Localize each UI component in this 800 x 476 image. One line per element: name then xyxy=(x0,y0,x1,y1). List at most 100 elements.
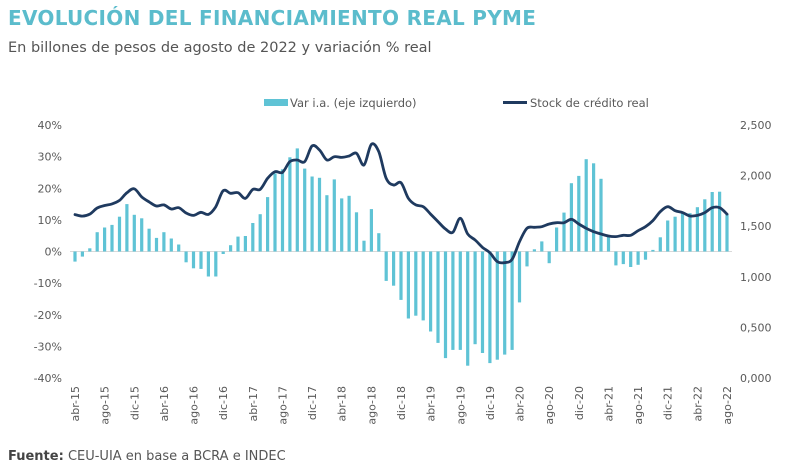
bar xyxy=(577,175,581,252)
source-note: Fuente: CEU-UIA en base a BCRA e INDEC xyxy=(8,449,286,464)
bar xyxy=(303,168,307,252)
x-tick-label: ago-17 xyxy=(276,386,289,425)
x-tick-label: ago-19 xyxy=(454,386,467,425)
x-tick-label: dic-15 xyxy=(128,386,141,420)
bar xyxy=(621,251,625,265)
bar xyxy=(606,236,611,252)
bar xyxy=(466,251,470,366)
bar xyxy=(629,251,633,267)
x-tick-label: ago-18 xyxy=(365,386,378,425)
chart-title: EVOLUCIÓN DEL FINANCIAMIENTO REAL PYME xyxy=(8,6,537,30)
bar xyxy=(473,251,477,345)
x-tick-label: ago-21 xyxy=(632,386,645,425)
bar xyxy=(666,220,670,252)
line-series xyxy=(73,142,729,265)
bar xyxy=(695,207,699,252)
bar xyxy=(495,251,499,360)
bar xyxy=(73,251,77,262)
bar xyxy=(688,213,692,252)
bar xyxy=(258,214,262,252)
y-left-tick-label: -40% xyxy=(34,372,62,385)
bar xyxy=(703,199,707,252)
bar xyxy=(362,240,366,252)
y-left-tick-label: -10% xyxy=(34,277,62,290)
source-label: Fuente: xyxy=(8,449,64,464)
x-tick-label: abr-17 xyxy=(247,386,260,422)
bar xyxy=(310,176,314,252)
x-axis: abr-15 ago-15 dic-15 abr-16 ago-16 dic-16 abr-… xyxy=(69,386,734,425)
bar xyxy=(221,251,225,254)
bar xyxy=(658,237,662,252)
bar xyxy=(451,251,455,350)
bar xyxy=(414,251,418,316)
bar xyxy=(614,251,618,266)
bar xyxy=(288,157,292,252)
bar xyxy=(592,163,596,252)
bar xyxy=(532,249,536,252)
source-text: CEU-UIA en base a BCRA e INDEC xyxy=(67,449,286,464)
y-left-tick-label: 0% xyxy=(45,246,62,259)
bar xyxy=(480,251,485,353)
bar xyxy=(443,251,448,359)
y-left-tick-label: 20% xyxy=(38,182,62,195)
bar xyxy=(280,169,285,252)
x-tick-label: dic-17 xyxy=(306,386,319,420)
bar xyxy=(132,214,136,252)
bar xyxy=(199,251,203,269)
bar xyxy=(384,251,388,281)
x-tick-label: dic-20 xyxy=(573,386,586,420)
bar xyxy=(399,251,403,300)
bar xyxy=(273,173,277,252)
bar xyxy=(392,251,396,286)
x-tick-label: abr-22 xyxy=(691,386,704,422)
bar xyxy=(562,212,566,252)
bar xyxy=(169,238,173,252)
bar xyxy=(147,228,151,252)
bar xyxy=(636,251,640,265)
bar xyxy=(680,213,685,252)
y-right-tick-label: 1,500 xyxy=(740,220,772,233)
legend-line-label: Stock de crédito real xyxy=(530,96,649,110)
bar xyxy=(140,218,144,252)
bar xyxy=(295,148,299,252)
bar xyxy=(125,204,129,252)
bar xyxy=(332,179,336,252)
y-right-tick-label: 0,000 xyxy=(740,372,772,385)
bar xyxy=(710,192,714,252)
y-left-tick-label: 30% xyxy=(38,151,62,164)
bar xyxy=(369,209,373,252)
bar xyxy=(80,251,84,257)
x-tick-label: dic-19 xyxy=(484,386,497,420)
bar xyxy=(488,251,492,364)
bar xyxy=(251,223,255,252)
x-tick-label: ago-22 xyxy=(721,386,734,425)
bar xyxy=(243,236,247,252)
bar xyxy=(88,248,92,252)
bar xyxy=(718,191,722,252)
bar xyxy=(266,197,270,252)
bar xyxy=(177,244,181,252)
bar xyxy=(406,251,410,319)
bar xyxy=(191,251,196,269)
bar xyxy=(317,177,322,252)
bar xyxy=(436,251,440,343)
bar xyxy=(651,249,655,252)
bar xyxy=(184,251,188,263)
bar xyxy=(340,198,344,252)
bar xyxy=(540,241,544,252)
bar xyxy=(725,213,729,252)
x-tick-label: ago-15 xyxy=(99,386,112,425)
x-tick-label: dic-16 xyxy=(217,386,230,420)
y-right-tick-label: 1,000 xyxy=(740,271,772,284)
bar xyxy=(503,251,507,355)
bar xyxy=(458,251,462,350)
bar xyxy=(555,227,559,252)
y-right-tick-label: 2,500 xyxy=(740,119,772,132)
bar xyxy=(325,195,329,252)
bar xyxy=(510,251,514,350)
bar xyxy=(236,236,240,252)
chart-subtitle: En billones de pesos de agosto de 2022 y… xyxy=(8,40,432,56)
bar-series xyxy=(73,148,729,366)
bar xyxy=(643,251,648,260)
